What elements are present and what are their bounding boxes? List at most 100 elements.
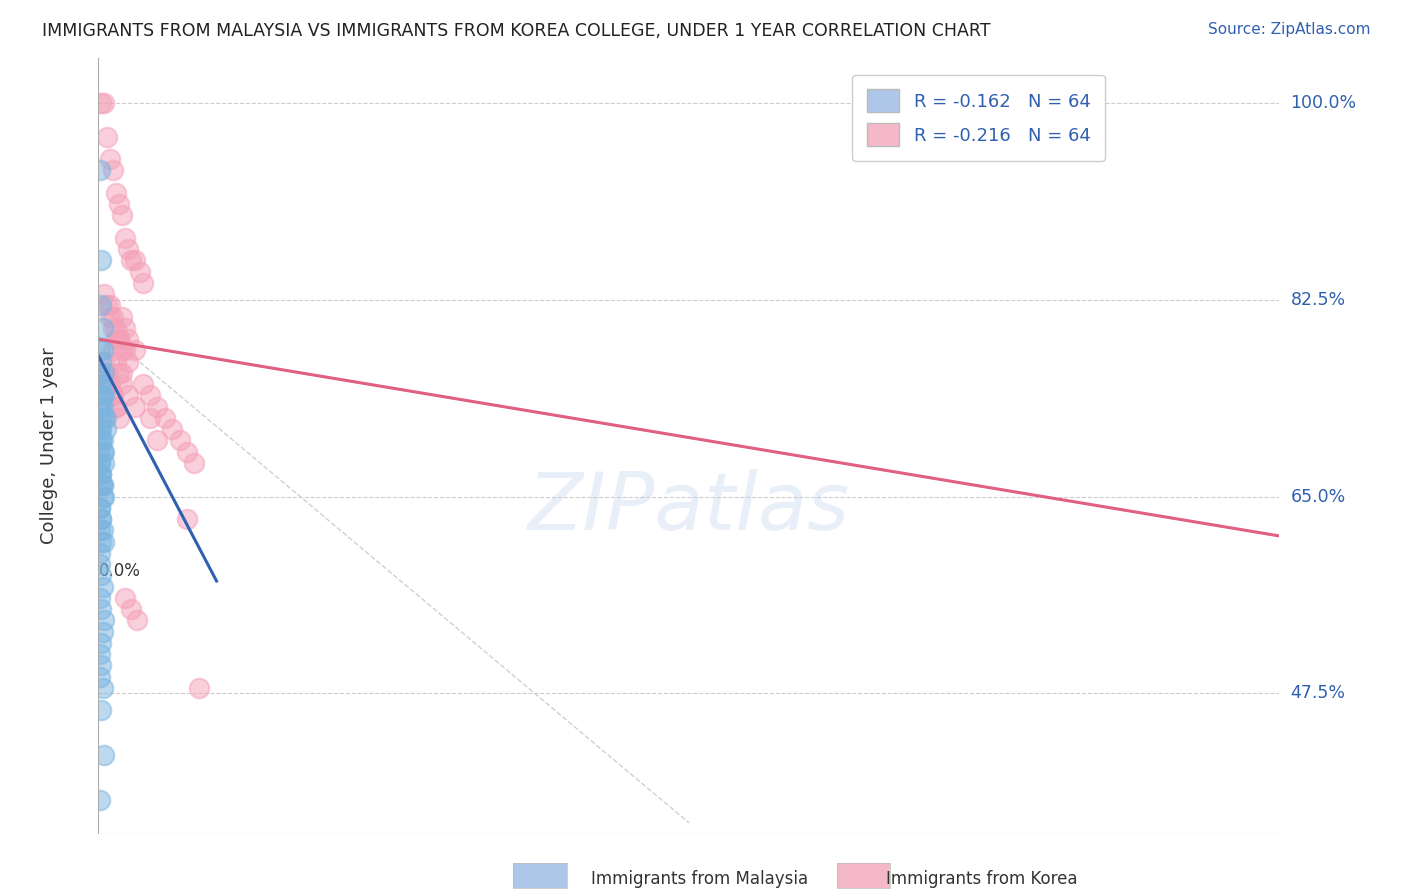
Point [93,410,115,425]
Point [90,636,112,650]
Point [139,388,162,402]
Point [90,568,112,582]
Point [90,478,112,492]
Point [90,512,112,526]
Text: ZIPatlas: ZIPatlas [527,469,851,547]
Point [176,512,198,526]
Point [114,231,136,245]
Point [139,410,162,425]
Point [93,287,115,301]
Point [114,343,136,358]
Point [108,366,131,380]
Text: IMMIGRANTS FROM MALAYSIA VS IMMIGRANTS FROM KOREA COLLEGE, UNDER 1 YEAR CORRELAT: IMMIGRANTS FROM MALAYSIA VS IMMIGRANTS F… [42,22,991,40]
Point [89,500,111,515]
Point [93,366,115,380]
Point [162,422,183,436]
Point [105,332,128,346]
Point [89,422,111,436]
Point [90,377,112,392]
Point [105,354,128,368]
Point [93,354,115,368]
Point [124,400,146,414]
Point [93,456,115,470]
Point [90,467,112,482]
Text: College, Under 1 year: College, Under 1 year [39,348,58,544]
Point [105,400,128,414]
Point [90,658,112,673]
Point [91,444,114,458]
Point [108,332,131,346]
Text: 100.0%: 100.0% [1291,94,1357,112]
Point [108,332,131,346]
Point [89,500,111,515]
Point [89,400,111,414]
Point [91,490,114,504]
Point [98,298,121,312]
Point [105,321,128,335]
Point [93,490,115,504]
Point [89,647,111,661]
Point [90,512,112,526]
Point [90,534,112,549]
Text: 47.5%: 47.5% [1291,684,1346,702]
Point [90,354,112,368]
Point [103,310,125,324]
Point [90,95,112,110]
Point [103,388,125,402]
Point [89,591,111,605]
Point [111,366,134,380]
Text: Source: ZipAtlas.com: Source: ZipAtlas.com [1208,22,1371,37]
Point [187,681,209,695]
Point [89,377,111,392]
Point [89,366,111,380]
Point [132,276,155,290]
Point [89,669,111,683]
Point [111,310,134,324]
Point [91,524,114,538]
Point [89,456,111,470]
Point [117,242,139,256]
Point [103,343,125,358]
Point [108,410,131,425]
Point [105,400,128,414]
Point [111,209,134,223]
Point [114,591,136,605]
Point [94,422,117,436]
Point [91,478,114,492]
Point [91,321,114,335]
Point [98,377,121,392]
Point [93,748,115,763]
Point [89,793,111,807]
Point [124,343,146,358]
Point [98,377,121,392]
Point [89,456,111,470]
Point [91,388,114,402]
Point [132,377,155,392]
Text: 0.0%: 0.0% [98,563,141,581]
Point [117,388,139,402]
Point [89,400,111,414]
Text: Immigrants from Malaysia: Immigrants from Malaysia [591,870,807,888]
Point [146,434,169,448]
Point [96,366,118,380]
Point [93,613,115,627]
Point [89,557,111,571]
Point [176,444,198,458]
Point [146,400,169,414]
Point [90,422,112,436]
Point [91,624,114,639]
Point [108,332,131,346]
Point [124,253,146,268]
Point [103,163,125,178]
Point [90,434,112,448]
Point [111,377,134,392]
Point [120,602,142,616]
Point [93,95,115,110]
Point [111,343,134,358]
Point [90,410,112,425]
Point [128,265,150,279]
Point [117,354,139,368]
Point [91,580,114,594]
Point [89,546,111,560]
Point [90,467,112,482]
